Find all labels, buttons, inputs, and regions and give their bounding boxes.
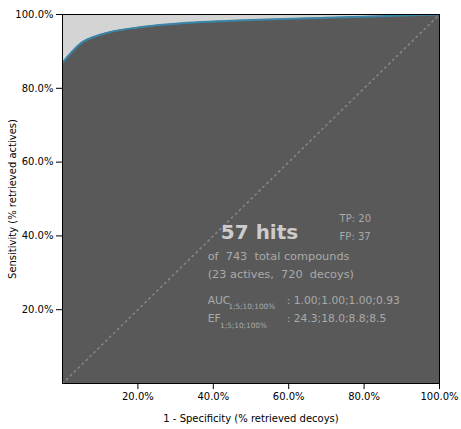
svg-text:100.0%: 100.0% [15,9,53,20]
svg-text:40.0%: 40.0% [197,391,229,402]
svg-text:80.0%: 80.0% [348,391,380,402]
svg-text:(23 actives, 720 decoys): (23 actives, 720 decoys) [208,268,354,281]
svg-text:FP: 37: FP: 37 [340,231,371,242]
svg-text:60.0%: 60.0% [22,156,54,167]
svg-text:of 743 total compounds: of 743 total compounds [208,250,350,263]
svg-text:1;5;10;100%: 1;5;10;100% [220,321,267,330]
svg-text:20.0%: 20.0% [122,391,154,402]
svg-text:80.0%: 80.0% [22,83,54,94]
svg-text:AUC: AUC [208,294,231,307]
svg-text:20.0%: 20.0% [22,304,54,315]
svg-text:57 hits: 57 hits [221,220,298,244]
svg-text:1;5;10;100%: 1;5;10;100% [228,302,275,311]
svg-text:EF: EF [208,312,221,325]
svg-text:40.0%: 40.0% [22,230,54,241]
svg-text:TP: 20: TP: 20 [339,213,371,224]
svg-text:60.0%: 60.0% [273,391,305,402]
svg-text:100.0%: 100.0% [420,391,458,402]
svg-text:: 1.00;1.00;1.00;0.93: : 1.00;1.00;1.00;0.93 [287,294,400,307]
svg-text:Sensitivity (% retrieved activ: Sensitivity (% retrieved actives) [7,119,18,279]
svg-text:: 24.3;18.0;8.8;8.5: : 24.3;18.0;8.8;8.5 [287,312,386,325]
svg-text:1 - Specificity (% retrieved d: 1 - Specificity (% retrieved decoys) [163,413,338,424]
